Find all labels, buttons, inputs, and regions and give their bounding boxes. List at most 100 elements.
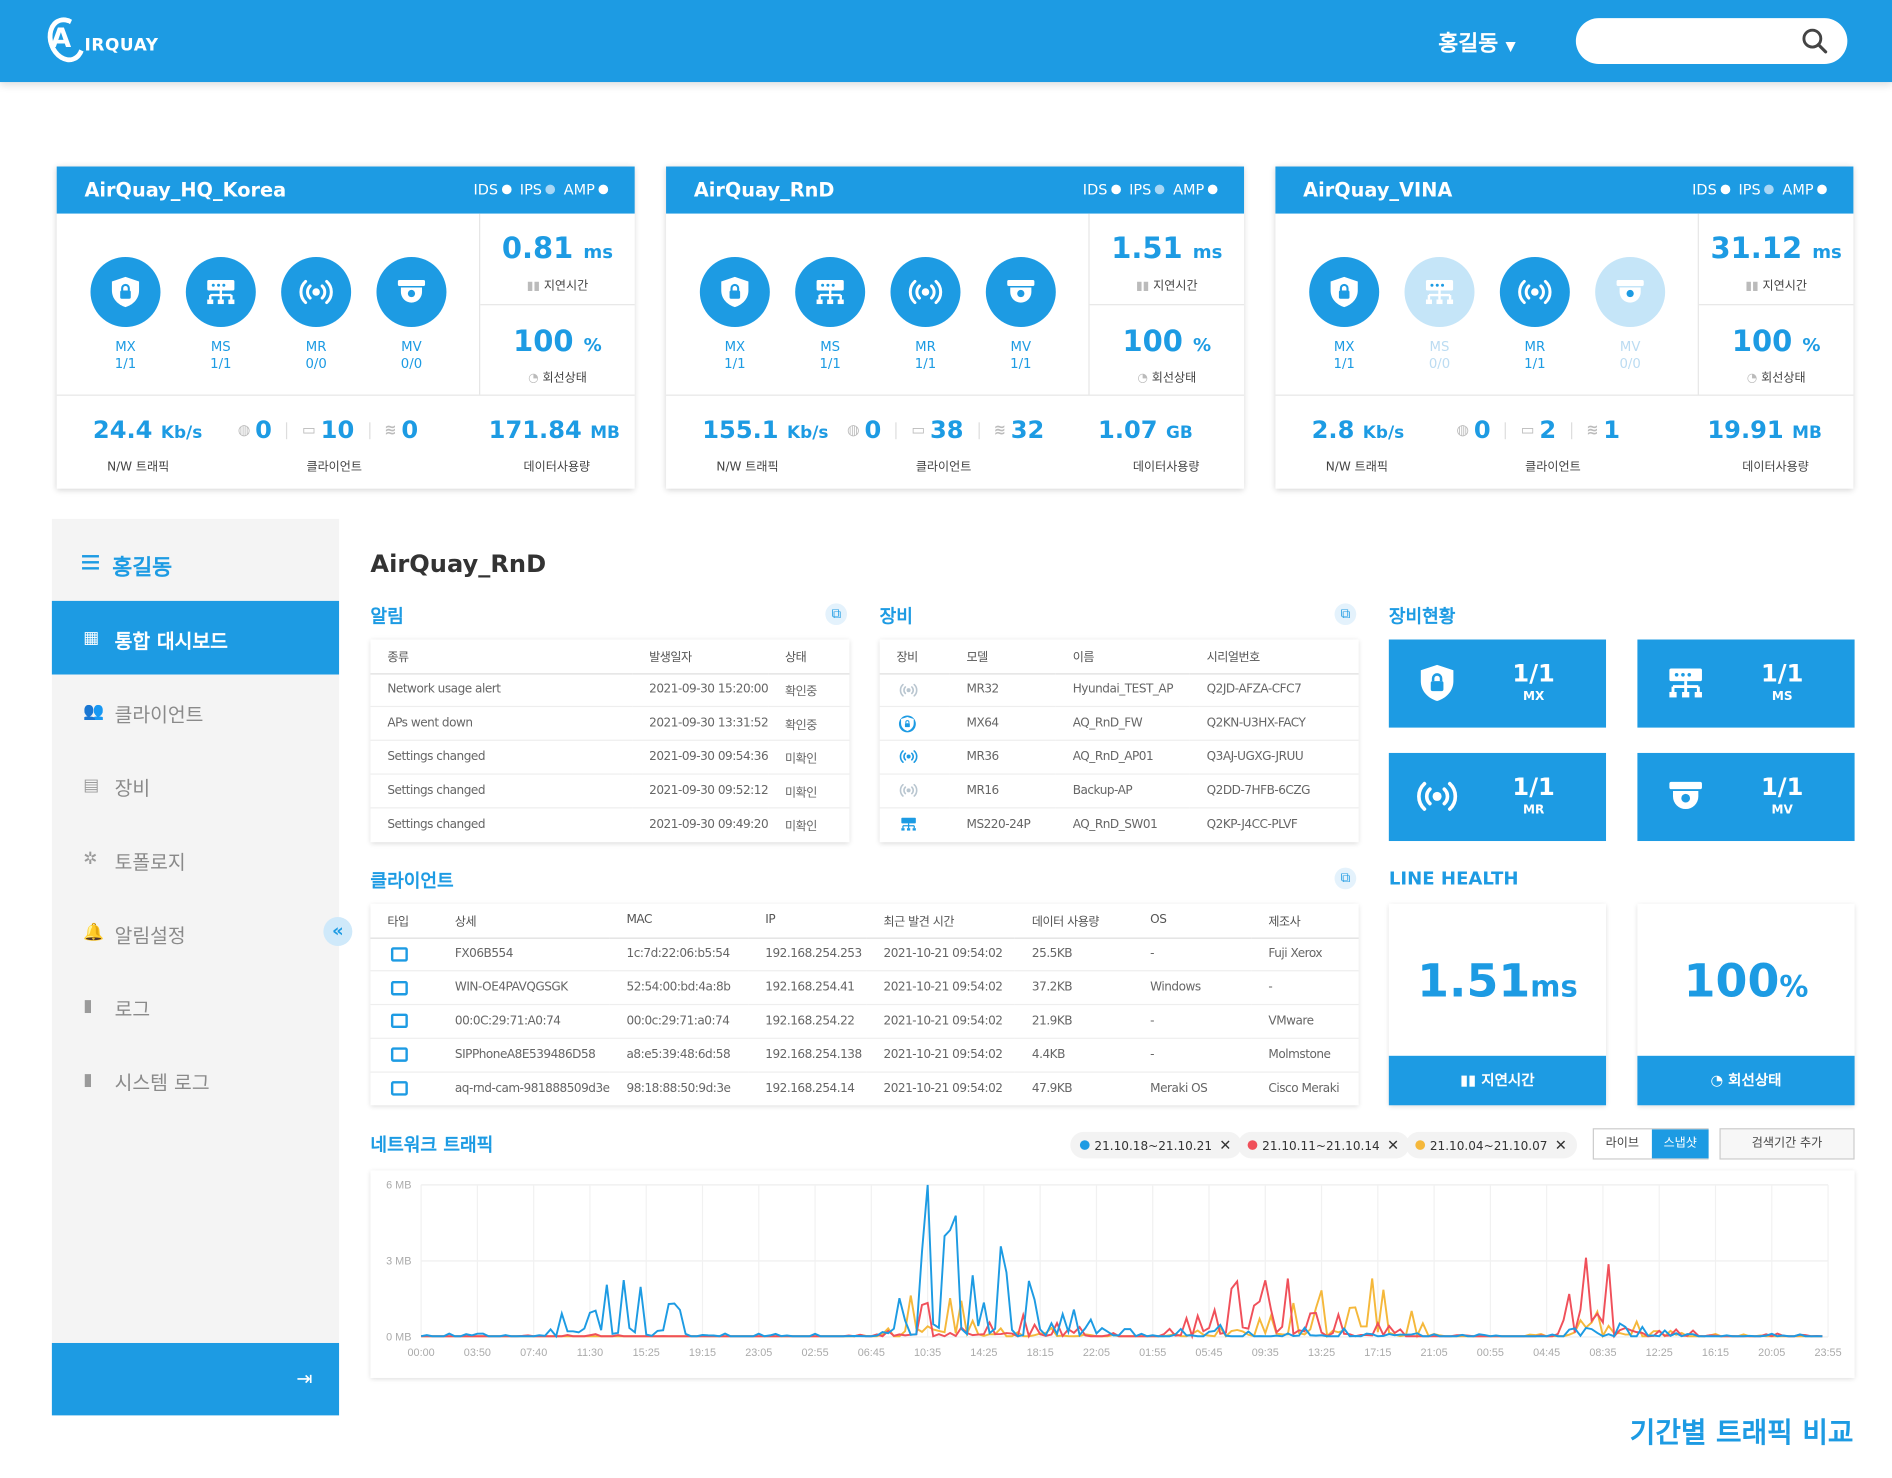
table-row[interactable]: Network usage alert 2021-09-30 15:20:00 확인…: [370, 673, 850, 708]
device-mv[interactable]: MV 0/0: [375, 257, 447, 373]
table-row[interactable]: Settings changed 2021-09-30 09:49:20 미확인: [370, 807, 849, 841]
sidebar-item[interactable]: ▤ 장비: [52, 748, 339, 822]
monitor-icon: [370, 1038, 439, 1073]
status-mx[interactable]: 1/1 MX: [1388, 639, 1607, 728]
sidebar-item[interactable]: ▮ 로그: [52, 969, 339, 1043]
table-cell: VMware: [1251, 1004, 1359, 1039]
device-mr[interactable]: MR 0/0: [280, 257, 352, 373]
org-card[interactable]: AirQuay_RnD IDS IPS AMP MX 1/1 MS 1/1 MR 1/1 …: [666, 166, 1245, 489]
snapshot-button[interactable]: 스냅샷: [1651, 1129, 1709, 1159]
sidebar-item[interactable]: ▮ 시스템 로그: [52, 1043, 339, 1117]
collapse-sidebar-button[interactable]: «: [323, 917, 353, 947]
wifi-icon: [879, 740, 950, 775]
table-row[interactable]: MR36 AQ_RnD_AP01 Q3AJ-UGXG-JRUU: [879, 740, 1359, 775]
device-mx[interactable]: MX 1/1: [89, 257, 161, 373]
device-ms[interactable]: MS 0/0: [1403, 257, 1475, 373]
close-icon[interactable]: ✕: [1554, 1136, 1567, 1154]
table-row[interactable]: Settings changed 2021-09-30 09:52:12 미확인: [370, 773, 850, 809]
ids-status-dot: [1720, 184, 1731, 195]
device-ms[interactable]: MS 1/1: [185, 257, 257, 373]
device-mx[interactable]: MX 1/1: [1308, 257, 1380, 373]
table-row[interactable]: FX06B554 1c:7d:22:06:b5:54 192.168.254.253…: [370, 937, 1359, 972]
sidebar-title[interactable]: 홍길동: [52, 519, 339, 601]
legend-dot: [1415, 1140, 1426, 1150]
monitor-icon: ▭: [302, 421, 316, 439]
search-input[interactable]: [1575, 18, 1848, 64]
legend-range[interactable]: 21.10.04~21.10.07 ✕: [1405, 1131, 1577, 1159]
device-mr[interactable]: MR 1/1: [1499, 257, 1571, 373]
device-mv[interactable]: MV 1/1: [985, 257, 1057, 373]
table-cell: Q3AJ-UGXG-JRUU: [1189, 740, 1359, 775]
device-mv[interactable]: MV 0/0: [1594, 257, 1666, 373]
sidebar-item-label: 시스템 로그: [114, 1071, 210, 1095]
sidebar-item[interactable]: 👥 클라이언트: [52, 675, 339, 749]
table-row[interactable]: APs went down 2021-09-30 13:31:52 확인중: [370, 706, 850, 741]
table-cell: Network usage alert: [370, 673, 633, 708]
close-icon[interactable]: ✕: [1386, 1136, 1400, 1154]
column-header[interactable]: 상세: [438, 903, 610, 939]
table-row[interactable]: WIN-OE4PAVQGSGK 52:54:00:bd:4a:8b 192.168.…: [370, 971, 1359, 1006]
column-header[interactable]: MAC: [609, 903, 749, 939]
live-button[interactable]: 라이브: [1605, 1136, 1639, 1150]
status-ms[interactable]: 1/1 MS: [1637, 639, 1855, 728]
column-header[interactable]: 이름: [1055, 639, 1190, 674]
sidebar-item[interactable]: ▦ 통합 대시보드: [51, 600, 340, 675]
table-row[interactable]: Settings changed 2021-09-30 09:54:36 미확인: [370, 740, 850, 775]
table-row[interactable]: MR16 Backup-AP Q2DD-7HFB-6CZG: [879, 773, 1359, 809]
table-row[interactable]: MS220-24P AQ_RnD_SW01 Q2KP-J4CC-PLVF: [880, 807, 1359, 841]
logout-icon[interactable]: ⇥: [296, 1367, 313, 1391]
legend-range[interactable]: 21.10.18~21.10.21 ✕: [1070, 1131, 1242, 1159]
column-header[interactable]: 시리얼번호: [1189, 639, 1359, 674]
table-row[interactable]: SIPPhoneA8E539486D58 a8:e5:39:48:6d:58 192…: [370, 1038, 1359, 1073]
org-card[interactable]: AirQuay_HQ_Korea IDS IPS AMP MX 1/1 MS 1/1 M…: [56, 166, 635, 489]
column-header[interactable]: 데이터 사용량: [1015, 903, 1134, 939]
table-cell: 192.168.254.41: [748, 971, 867, 1006]
clients-open-external-icon[interactable]: ⧉: [1334, 867, 1357, 890]
search-icon[interactable]: [1802, 28, 1829, 55]
column-header[interactable]: 모델: [949, 639, 1056, 674]
equipment-open-external-icon[interactable]: ⧉: [1334, 603, 1357, 626]
column-header[interactable]: 종류: [370, 639, 633, 674]
device-key: MR: [915, 339, 936, 355]
latency-button[interactable]: ▮▮ 지연시간: [1388, 1055, 1607, 1106]
status-mv[interactable]: 1/1 MV: [1637, 752, 1855, 842]
table-row[interactable]: 00:0C:29:71:A0:74 00:0c:29:71:a0:74 192.16…: [370, 1004, 1359, 1039]
table-row[interactable]: aq-rnd-cam-981888509d3e 98:18:88:50:9d:3e…: [370, 1072, 1358, 1106]
client-label: 클라이언트: [915, 460, 972, 475]
table-cell: -: [1133, 1038, 1252, 1073]
device-ms[interactable]: MS 1/1: [794, 257, 866, 373]
table-row[interactable]: MX64 AQ_RnD_FW Q2KN-U3HX-FACY: [879, 706, 1359, 741]
alerts-open-external-icon[interactable]: ⧉: [825, 603, 848, 626]
ids-status-dot: [501, 184, 512, 195]
table-cell: 52:54:00:bd:4a:8b: [609, 971, 749, 1006]
line-status-button[interactable]: ◔ 회선상태: [1637, 1055, 1855, 1106]
column-header[interactable]: 장비: [879, 639, 950, 674]
column-header[interactable]: OS: [1133, 903, 1252, 939]
sidebar-item[interactable]: ✲ 토폴로지: [52, 822, 339, 896]
monitor-icon: [370, 971, 439, 1006]
sidebar-item-label: 통합 대시보드: [114, 629, 228, 653]
column-header[interactable]: 타입: [370, 903, 439, 939]
add-period-button[interactable]: 검색기간 추가: [1719, 1128, 1855, 1160]
column-header[interactable]: IP: [748, 903, 867, 939]
device-mx[interactable]: MX 1/1: [699, 257, 771, 373]
airquay-logo[interactable]: A IRQUAY: [41, 12, 193, 68]
status-mr[interactable]: 1/1 MR: [1388, 752, 1607, 842]
column-header[interactable]: 상태: [768, 639, 850, 674]
column-header[interactable]: 발생일자: [632, 639, 769, 674]
line-status-unit: %: [1779, 970, 1809, 1004]
close-icon[interactable]: ✕: [1219, 1136, 1232, 1154]
legend-range[interactable]: 21.10.11~21.10.14 ✕: [1238, 1131, 1409, 1159]
column-header[interactable]: 최근 발견 시간: [866, 903, 1016, 939]
sidebar-item[interactable]: 🔔 알림설정: [52, 895, 339, 969]
table-cell: aq-rnd-cam-981888509d3e: [454, 1082, 610, 1096]
column-header[interactable]: 제조사: [1251, 903, 1359, 939]
table-row[interactable]: MR32 Hyundai_TEST_AP Q2JD-AFZA-CFC7: [879, 673, 1359, 708]
device-mr[interactable]: MR 1/1: [889, 257, 961, 373]
org-card[interactable]: AirQuay_VINA IDS IPS AMP MX 1/1 MS 0/0 MR 1/1…: [1275, 166, 1854, 489]
site-selector[interactable]: 홍길동 ▼: [1438, 27, 1515, 58]
device-count: 1/1: [914, 355, 937, 372]
monitor-icon: [370, 1072, 438, 1106]
server-icon: ▤: [83, 775, 100, 796]
equipment-title: 장비: [879, 605, 913, 628]
